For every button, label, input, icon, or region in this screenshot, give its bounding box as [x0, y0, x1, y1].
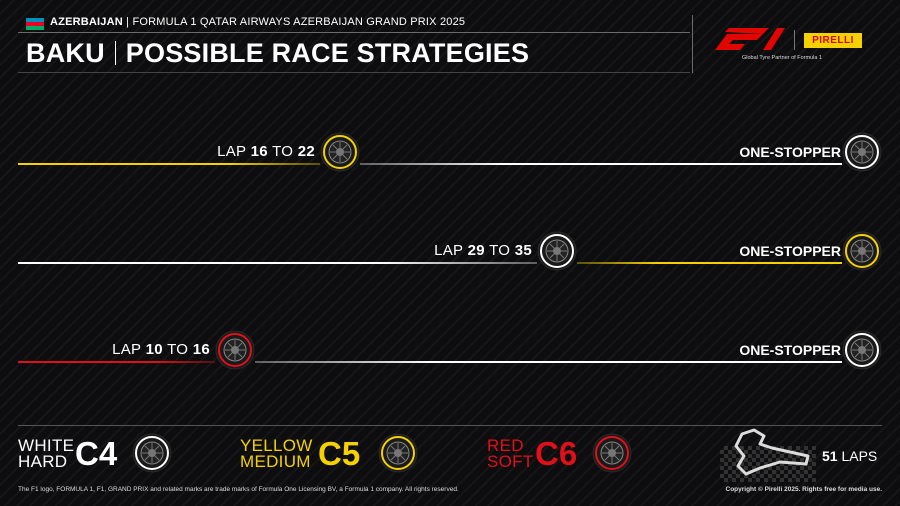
pit-window-label: LAP 10 TO 16 — [112, 341, 210, 358]
stint-1-line — [18, 262, 537, 264]
legend-color-word: RED — [487, 436, 524, 455]
pirelli-logo: PIRELLI — [804, 33, 862, 48]
strategy-row: LAP 10 TO 16 ONE-STOPPER — [0, 330, 900, 380]
legend-color-word: WHITE — [18, 436, 75, 455]
laps-number: 51 — [822, 448, 838, 464]
event-name: | FORMULA 1 QATAR AIRWAYS AZERBAIJAN GRA… — [126, 16, 466, 28]
race-laps: 51 LAPS — [822, 448, 877, 464]
tyre-icon — [842, 132, 882, 172]
legend-code: C4 — [75, 435, 118, 472]
legend-type-word: MEDIUM — [240, 452, 311, 471]
strategy-label: ONE-STOPPER — [739, 144, 841, 160]
strategy-row: LAP 29 TO 35 ONE-STOPPER — [0, 231, 900, 281]
copyright-notice: Copyright © Pirelli 2025. Rights free fo… — [725, 486, 883, 493]
tyre-icon — [592, 433, 632, 473]
header-divider — [18, 32, 690, 33]
logo-divider — [794, 30, 795, 50]
trademark-notice: The F1 logo, FORMULA 1, F1, GRAND PRIX a… — [18, 486, 459, 493]
title-location: BAKU — [26, 38, 105, 68]
country-label: AZERBAIJAN — [50, 16, 123, 28]
title-text: POSSIBLE RACE STRATEGIES — [125, 38, 530, 68]
track-map-icon — [720, 428, 816, 482]
tyre-icon — [378, 433, 418, 473]
legend-type-word: SOFT — [487, 452, 534, 471]
stint-1-line — [18, 361, 215, 363]
header-bottom-divider — [18, 72, 690, 73]
stint-1-line — [18, 163, 320, 165]
event-line: AZERBAIJAN | FORMULA 1 QATAR AIRWAYS AZE… — [50, 16, 465, 28]
tyre-icon — [537, 231, 577, 271]
tyre-icon — [215, 330, 255, 370]
legend-code: C5 — [318, 435, 361, 472]
legend-type-word: HARD — [18, 452, 68, 471]
azerbaijan-flag-icon — [26, 18, 44, 30]
stint-2-line — [577, 262, 842, 264]
stint-2-line — [360, 163, 842, 165]
tyre-icon — [842, 231, 882, 271]
tyre-icon — [132, 433, 172, 473]
legend-color-word: YELLOW — [240, 436, 313, 455]
tyre-icon — [842, 330, 882, 370]
legend-divider — [18, 425, 882, 426]
pit-window-label: LAP 16 TO 22 — [217, 143, 315, 160]
header-vertical-divider — [692, 15, 693, 73]
f1-logo-icon — [715, 28, 785, 50]
tyre-icon — [320, 132, 360, 172]
pit-window-label: LAP 29 TO 35 — [434, 242, 532, 259]
strategy-label: ONE-STOPPER — [739, 342, 841, 358]
partner-text: Global Tyre Partner of Formula 1 — [742, 55, 822, 61]
strategy-row: LAP 16 TO 22 ONE-STOPPER — [0, 132, 900, 182]
strategy-label: ONE-STOPPER — [739, 243, 841, 259]
stint-2-line — [255, 361, 842, 363]
legend-code: C6 — [535, 435, 578, 472]
laps-word: LAPS — [841, 448, 878, 464]
page-title: BAKU POSSIBLE RACE STRATEGIES — [26, 38, 529, 69]
